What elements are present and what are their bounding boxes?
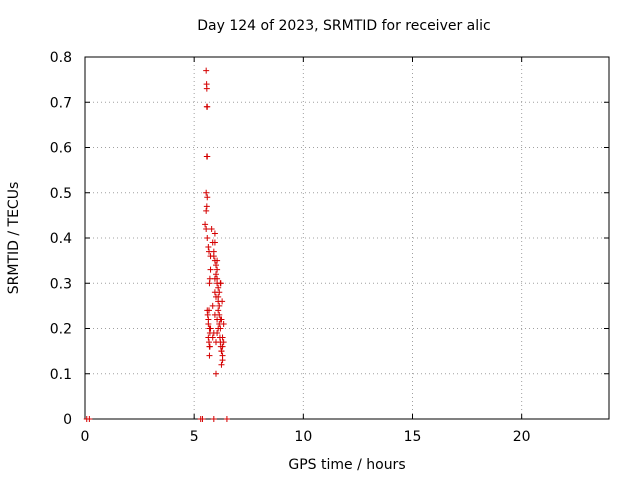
data-point <box>210 253 217 260</box>
data-point <box>213 271 219 278</box>
data-point <box>203 225 210 232</box>
data-point <box>206 352 213 359</box>
x-tick-label: 20 <box>513 429 531 445</box>
y-tick-label: 0.1 <box>50 367 72 383</box>
data-point <box>209 302 216 309</box>
data-point <box>203 85 210 92</box>
data-point <box>206 307 213 314</box>
data-point <box>218 361 225 368</box>
data-point <box>205 244 212 251</box>
data-point <box>208 225 215 232</box>
y-tick-label: 0.7 <box>50 95 72 111</box>
data-point <box>219 298 226 305</box>
y-tick-label: 0.4 <box>50 231 72 247</box>
data-point <box>203 153 210 160</box>
y-tick-label: 0.2 <box>50 322 72 338</box>
data-point <box>203 207 210 214</box>
data-point <box>204 235 211 241</box>
data-point <box>215 284 222 291</box>
data-point <box>206 343 213 350</box>
plot-frame <box>84 56 610 420</box>
data-point <box>219 357 226 364</box>
data-point <box>219 334 226 341</box>
x-tick-label: 0 <box>81 429 90 445</box>
x-axis-label: GPS time / hours <box>288 457 406 473</box>
data-point <box>203 189 210 196</box>
data-point <box>218 316 225 323</box>
data-point <box>220 320 227 327</box>
y-tick-label: 0.3 <box>50 276 72 292</box>
data-point <box>216 302 223 309</box>
data-point <box>207 266 214 273</box>
y-tick-label: 0.8 <box>50 50 72 66</box>
data-points <box>83 67 230 422</box>
data-point <box>217 280 224 287</box>
data-point <box>204 311 211 318</box>
data-point <box>203 103 210 110</box>
data-point <box>210 416 217 422</box>
data-point <box>211 230 218 237</box>
data-point <box>209 334 216 341</box>
data-point <box>218 348 225 355</box>
data-point <box>220 339 227 346</box>
data-point <box>203 203 210 210</box>
data-point <box>219 343 226 350</box>
data-point <box>216 311 223 318</box>
x-tick-label: 10 <box>294 429 312 445</box>
data-point <box>215 293 222 300</box>
data-point <box>213 262 219 269</box>
data-point <box>205 320 212 327</box>
data-point <box>214 257 221 264</box>
data-point <box>216 289 223 296</box>
data-point <box>199 416 206 422</box>
y-tick-label: 0.5 <box>50 186 72 202</box>
y-tick-label: 0 <box>63 412 72 428</box>
data-point <box>211 239 218 246</box>
data-point <box>86 416 93 422</box>
data-point <box>215 325 222 332</box>
data-point <box>214 275 221 282</box>
data-point <box>203 67 210 74</box>
grid-lines <box>85 57 609 419</box>
data-point <box>213 370 219 377</box>
data-point <box>214 330 221 337</box>
data-point <box>202 221 209 228</box>
data-point <box>207 325 214 332</box>
data-point <box>206 280 213 287</box>
chart-title: Day 124 of 2023, SRMTID for receiver ali… <box>197 18 491 34</box>
data-point <box>214 266 221 273</box>
x-tick-label: 5 <box>190 429 199 445</box>
data-point <box>204 194 211 201</box>
x-tick-label: 15 <box>404 429 422 445</box>
axis-ticks: 0 5 10 15 20 0 0.1 0.2 0.3 0.4 0.5 0.6 0.7 0.8 <box>50 50 609 445</box>
data-point <box>223 416 230 422</box>
data-point <box>215 307 222 314</box>
y-tick-label: 0.6 <box>50 141 72 157</box>
